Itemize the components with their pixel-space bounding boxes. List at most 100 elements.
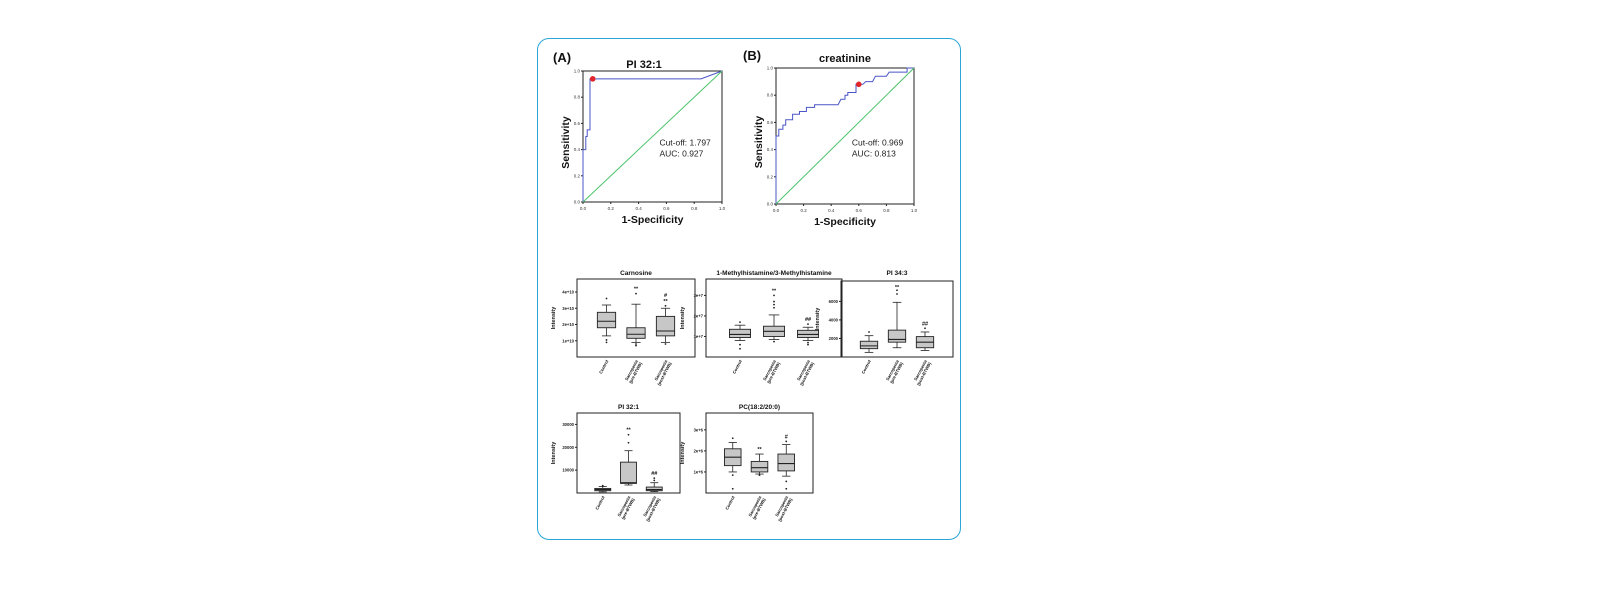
y-axis-label: Intensity <box>680 306 686 330</box>
significance-line: # <box>785 434 788 440</box>
category-line: Control <box>594 495 605 510</box>
y-tick-label: 30000 <box>562 422 574 427</box>
significance-label: ## <box>922 321 928 327</box>
roc-annotation: AUC: 0.927 <box>659 149 703 159</box>
x-tick-label: 0.6 <box>663 206 670 211</box>
significance-line: # <box>664 293 667 299</box>
outlier-point <box>758 474 761 477</box>
chart-title: PI 34:3 <box>887 270 908 277</box>
significance-label: # <box>785 434 788 440</box>
outlier-point <box>739 347 741 350</box>
box <box>777 453 795 472</box>
y-axis-label: Intensity <box>680 441 686 465</box>
box <box>887 329 907 343</box>
x-tick-label: 1.0 <box>911 208 918 213</box>
x-tick-label: 1.0 <box>719 206 726 211</box>
x-tick-label: 0.4 <box>635 206 642 211</box>
outlier-point <box>924 327 926 330</box>
category-line: Control <box>860 359 871 374</box>
y-axis-label: Sensitivity <box>753 116 765 169</box>
y-tick-label: 3e+6 <box>694 427 704 432</box>
category-line: Control <box>724 495 735 510</box>
outlier-point <box>807 341 809 344</box>
plot-area <box>576 278 696 358</box>
significance-line: ** <box>634 287 639 293</box>
outlier-point <box>635 344 637 347</box>
y-tick-label: 1e+7 <box>694 334 704 339</box>
box <box>626 327 646 339</box>
roc-curve <box>775 67 914 204</box>
y-tick-label: 3e+7 <box>694 293 704 298</box>
significance-label: ## <box>651 471 657 477</box>
x-category-label: Sarcopenia(pre-BTWB) <box>762 359 782 385</box>
outlier-point <box>635 292 637 295</box>
y-tick-label: 2e+10 <box>562 322 574 327</box>
outlier-point <box>773 303 775 306</box>
x-tick-label: 0.2 <box>800 208 807 213</box>
significance-label: ** <box>772 288 777 294</box>
outlier-point <box>773 340 775 343</box>
outlier-point <box>773 294 775 297</box>
x-tick-label: 0.8 <box>883 208 890 213</box>
box <box>620 461 637 484</box>
chart-title: PI 32:1 <box>626 59 661 71</box>
y-tick-label: 0.8 <box>767 93 774 98</box>
x-category-label: Control <box>731 359 742 374</box>
outlier-point <box>807 343 809 346</box>
outlier-point <box>785 487 788 490</box>
category-line: Control <box>731 359 742 374</box>
x-category-label: Sarcopenia(post-BTWB) <box>773 495 794 523</box>
x-category-label: Sarcopenia(pre-BTWB) <box>616 495 636 521</box>
significance-label: # ** <box>663 293 668 305</box>
box <box>750 460 769 473</box>
y-tick-label: 1e+10 <box>562 338 574 343</box>
outlier-point <box>896 293 898 295</box>
x-category-label: Sarcopenia(pre-BTWB) <box>747 495 767 521</box>
outlier-point <box>773 306 775 309</box>
outlier-point <box>739 343 741 346</box>
chart-title: PC(18:2/20:0) <box>739 404 780 411</box>
reference-line <box>775 67 915 205</box>
chart-title: 1-Methylhistamine/3-Methylhistamine <box>716 270 832 277</box>
outlier-point <box>627 441 630 444</box>
outlier-point <box>601 484 604 487</box>
cutoff-point <box>856 81 862 88</box>
outlier-point <box>605 339 608 341</box>
significance-line: ** <box>895 285 900 291</box>
x-tick-label: 0.2 <box>608 206 615 211</box>
outlier-point <box>785 480 788 483</box>
y-tick-label: 20000 <box>562 445 574 450</box>
y-tick-label: 2e+7 <box>694 313 704 318</box>
x-category-label: Sarcopenia(pre-BTWB) <box>885 359 905 385</box>
box <box>655 315 676 337</box>
box <box>645 486 663 492</box>
y-tick-label: 2e+6 <box>694 448 704 453</box>
x-category-label: Sarcopenia(pre-BTWB) <box>624 359 644 385</box>
roc-annotation: Cut-off: 1.797 <box>659 138 711 148</box>
y-tick-label: 0.6 <box>767 120 774 125</box>
x-category-label: Control <box>594 495 605 510</box>
significance-label: ** <box>626 428 631 434</box>
y-tick-label: 6000 <box>829 299 839 304</box>
plot-area <box>705 278 843 358</box>
outlier-point <box>773 300 775 303</box>
y-tick-label: 0.6 <box>574 121 581 126</box>
y-tick-label: 4000 <box>829 317 839 322</box>
x-category-label: Control <box>860 359 871 374</box>
y-tick-label: 2000 <box>829 336 839 341</box>
outlier-point <box>868 331 870 333</box>
outlier-point <box>731 487 734 490</box>
chart-title: PI 32:1 <box>618 404 639 411</box>
outlier-point <box>653 477 656 480</box>
y-tick-label: 1e+6 <box>694 469 704 474</box>
panel-label: (A) <box>553 50 571 65</box>
outlier-point <box>635 343 637 345</box>
x-tick-label: 0.0 <box>773 208 780 213</box>
y-tick-label: 10000 <box>562 468 574 473</box>
y-tick-label: 0.2 <box>574 173 581 178</box>
y-axis-label: Intensity <box>551 306 557 330</box>
x-category-label: Sarcopenia(post-BTWB) <box>652 359 673 387</box>
y-axis-label: Sensitivity <box>560 116 572 169</box>
x-tick-label: 0.0 <box>580 206 587 211</box>
significance-line: ## <box>651 471 657 477</box>
